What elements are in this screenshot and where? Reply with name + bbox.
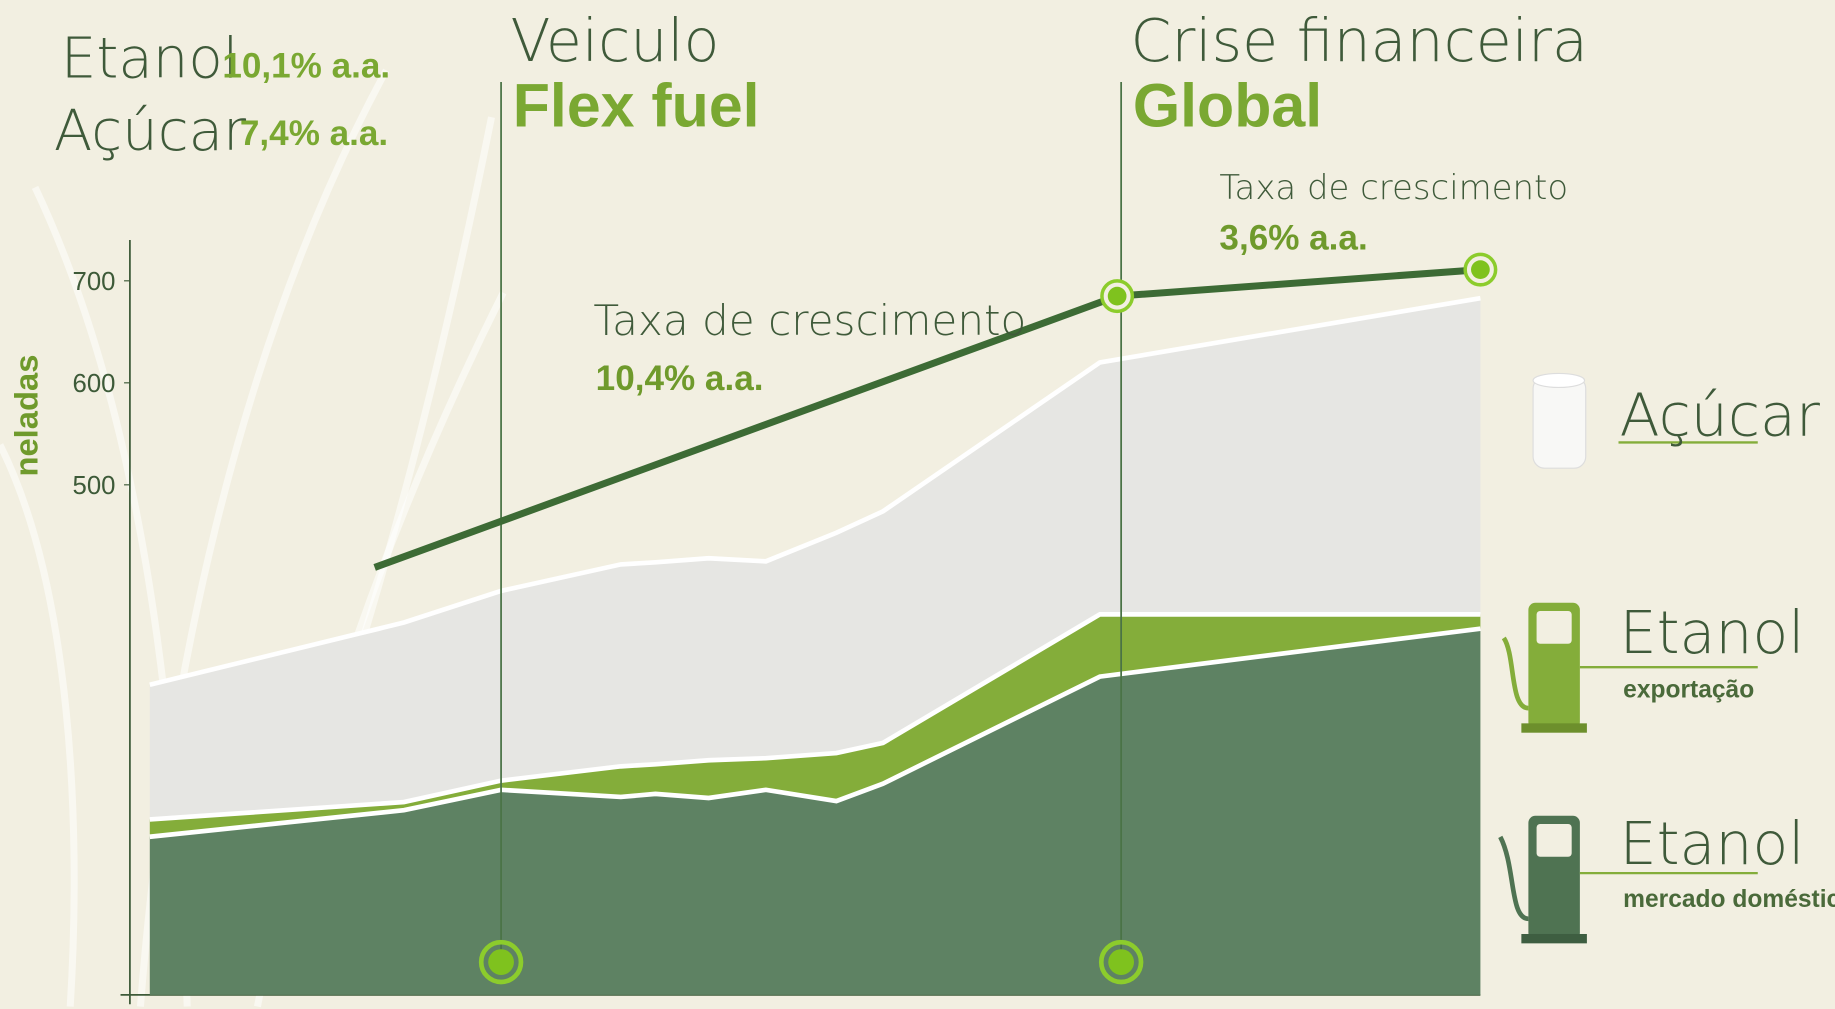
export-pump-icon [1501,602,1587,733]
event-marker-ring [478,939,524,985]
growth-text: Taxa de crescimento [1219,169,1568,208]
legend-sublabel: exportação [1623,677,1754,704]
growth-rate: 3,6% a.a. [1219,218,1367,257]
area-edge [149,612,1481,822]
headline-label: Açúcar [54,99,247,164]
growth-rate: 10,4% a.a. [596,359,764,398]
sugar-icon [1532,372,1587,469]
headline-rate: 7,4% a.a. [240,114,388,153]
area-edge [149,295,1481,688]
event-subtitle: Global [1133,71,1322,139]
event-subtitle: Flex fuel [513,71,760,139]
headline-label: Etanol [61,26,238,91]
legend-label: Açúcar [1620,381,1820,449]
legend-sublabel: mercado doméstico [1623,886,1835,913]
growth-text: Taxa de crescimento [593,296,1026,345]
line-marker [1471,260,1490,279]
line-marker [1107,286,1127,306]
domestic-pump-icon [1498,815,1587,944]
y-tick-label: 700 [73,268,116,296]
legend: Etanol mercado doméstico Etanol exportação A… [1620,381,1835,913]
legend-label: Etanol [1620,810,1805,878]
legend-label: Etanol [1620,599,1805,667]
area-edge [149,626,1481,840]
plot-area: 500 600 700 [73,82,1498,995]
event-marker [1108,949,1135,975]
event-title: Veiculo [510,7,719,75]
event-title: Crise financeira [1131,7,1588,75]
y-tick-label: 500 [73,472,116,500]
area [149,298,1481,820]
headline-rate: 10,1% a.a. [222,46,390,85]
y-tick-label: 600 [73,370,116,398]
y-axis-label: neladas [7,355,44,477]
event-marker-ring [1098,939,1144,985]
area [149,628,1481,995]
event-marker [488,949,514,975]
